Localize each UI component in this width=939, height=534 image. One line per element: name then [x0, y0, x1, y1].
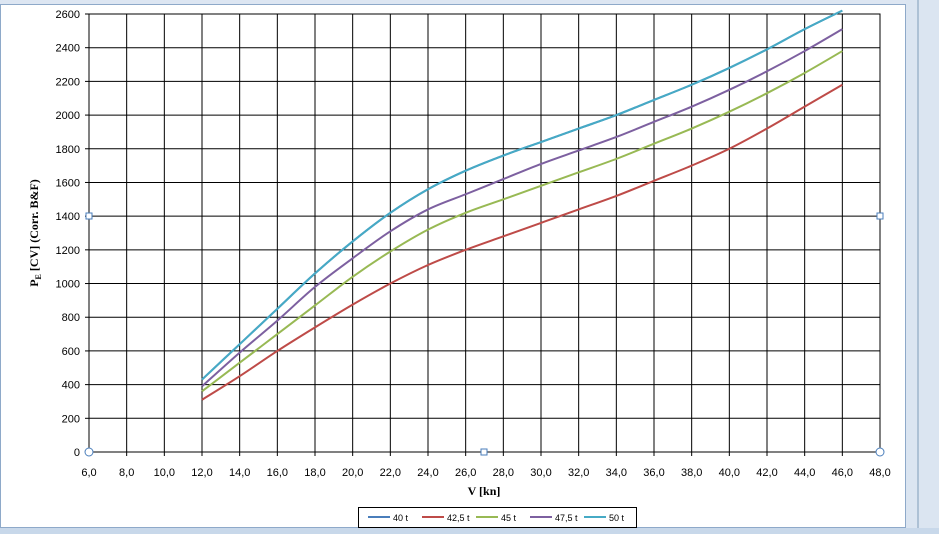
- side-panel: [906, 0, 939, 534]
- legend-label: 45 t: [501, 513, 517, 523]
- series-line: [201, 28, 843, 388]
- series-line: [201, 50, 843, 393]
- y-tick-label: 2000: [56, 110, 80, 122]
- x-tick-label: 24,0: [417, 467, 438, 479]
- y-tick-label: 2600: [56, 9, 80, 21]
- x-tick-label: 38,0: [681, 467, 702, 479]
- x-tick-label: 14,0: [229, 467, 250, 479]
- legend-label: 47,5 t: [555, 513, 578, 523]
- x-tick-label: 42,0: [756, 467, 777, 479]
- y-tick-label: 1400: [56, 211, 80, 223]
- x-tick-label: 34,0: [606, 467, 627, 479]
- x-tick-label: 16,0: [267, 467, 288, 479]
- legend-label: 50 t: [609, 513, 625, 523]
- x-tick-label: 28,0: [493, 467, 514, 479]
- y-label-rest: [CV] (Corr. B&F): [27, 179, 41, 274]
- x-tick-label: 44,0: [794, 467, 815, 479]
- handle: [480, 448, 488, 456]
- x-tick-label: 32,0: [568, 467, 589, 479]
- y-tick-label: 1600: [56, 177, 80, 189]
- legend-label: 42,5 t: [447, 513, 470, 523]
- x-tick-label: 26,0: [455, 467, 476, 479]
- y-tick-label: 1000: [56, 279, 80, 291]
- y-tick-label: 0: [74, 447, 80, 459]
- y-axis-label: PE [CV] (Corr. B&F): [27, 179, 43, 287]
- legend-label: 40 t: [393, 513, 409, 523]
- y-label-main: P: [27, 279, 41, 286]
- y-tick-label: 400: [62, 380, 80, 392]
- bottom-tabs: [0, 528, 939, 534]
- x-tick-label: 40,0: [719, 467, 740, 479]
- x-tick-label: 30,0: [530, 467, 551, 479]
- y-tick-label: 1800: [56, 144, 80, 156]
- x-tick-label: 12,0: [191, 467, 212, 479]
- top-strip: [0, 0, 906, 4]
- x-tick-label: 48,0: [869, 467, 890, 479]
- y-tick-label: 2200: [56, 76, 80, 88]
- x-tick-label: 18,0: [304, 467, 325, 479]
- handle: [875, 447, 885, 457]
- y-tick-label: 600: [62, 346, 80, 358]
- x-tick-label: 36,0: [643, 467, 664, 479]
- handle: [85, 212, 93, 220]
- y-tick-label: 1200: [56, 245, 80, 257]
- x-tick-label: 6,0: [81, 467, 96, 479]
- y-tick-label: 2400: [56, 43, 80, 55]
- plot-area: 0 200 400 600 800 1000 1200 1400 1600 1800 2000 220…: [56, 9, 891, 479]
- x-tick-label: 20,0: [342, 467, 363, 479]
- series-line: [201, 83, 843, 401]
- handle: [84, 447, 94, 457]
- handle: [876, 212, 884, 220]
- x-tick-label: 10,0: [154, 467, 175, 479]
- x-tick-label: 46,0: [832, 467, 853, 479]
- x-tick-label: 22,0: [380, 467, 401, 479]
- y-tick-label: 200: [62, 413, 80, 425]
- y-label-sub: E: [34, 274, 43, 279]
- y-tick-label: 800: [62, 312, 80, 324]
- x-axis-label: V [kn]: [468, 484, 501, 498]
- series-line: [201, 9, 843, 381]
- x-tick-label: 8,0: [119, 467, 134, 479]
